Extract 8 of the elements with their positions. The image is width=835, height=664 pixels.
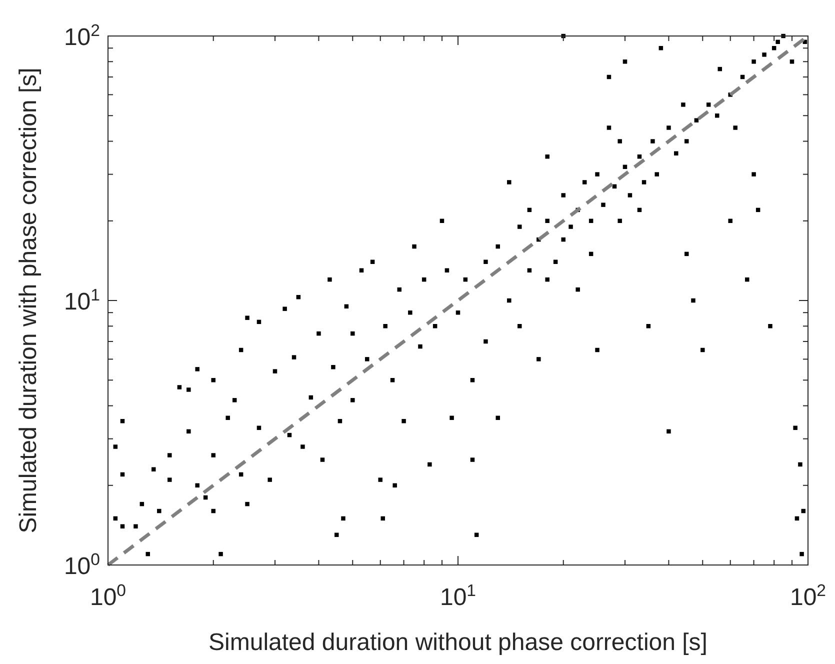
x-tick-label: 10$^{1}$ [440,580,476,611]
x-tick-label: 10$^{2}$ [790,580,826,611]
y-tick-label: 10$^{1}$ [64,285,100,316]
x-tick-label: 10$^{0}$ [90,580,126,611]
y-axis-title: Simulated duration with phase correction [s] [15,68,42,534]
x-axis-title: Simulated duration without phase correction [s] [208,629,708,656]
y-tick-label: 10$^{0}$ [64,550,100,580]
y-tick-label: 10$^{2}$ [64,20,100,51]
